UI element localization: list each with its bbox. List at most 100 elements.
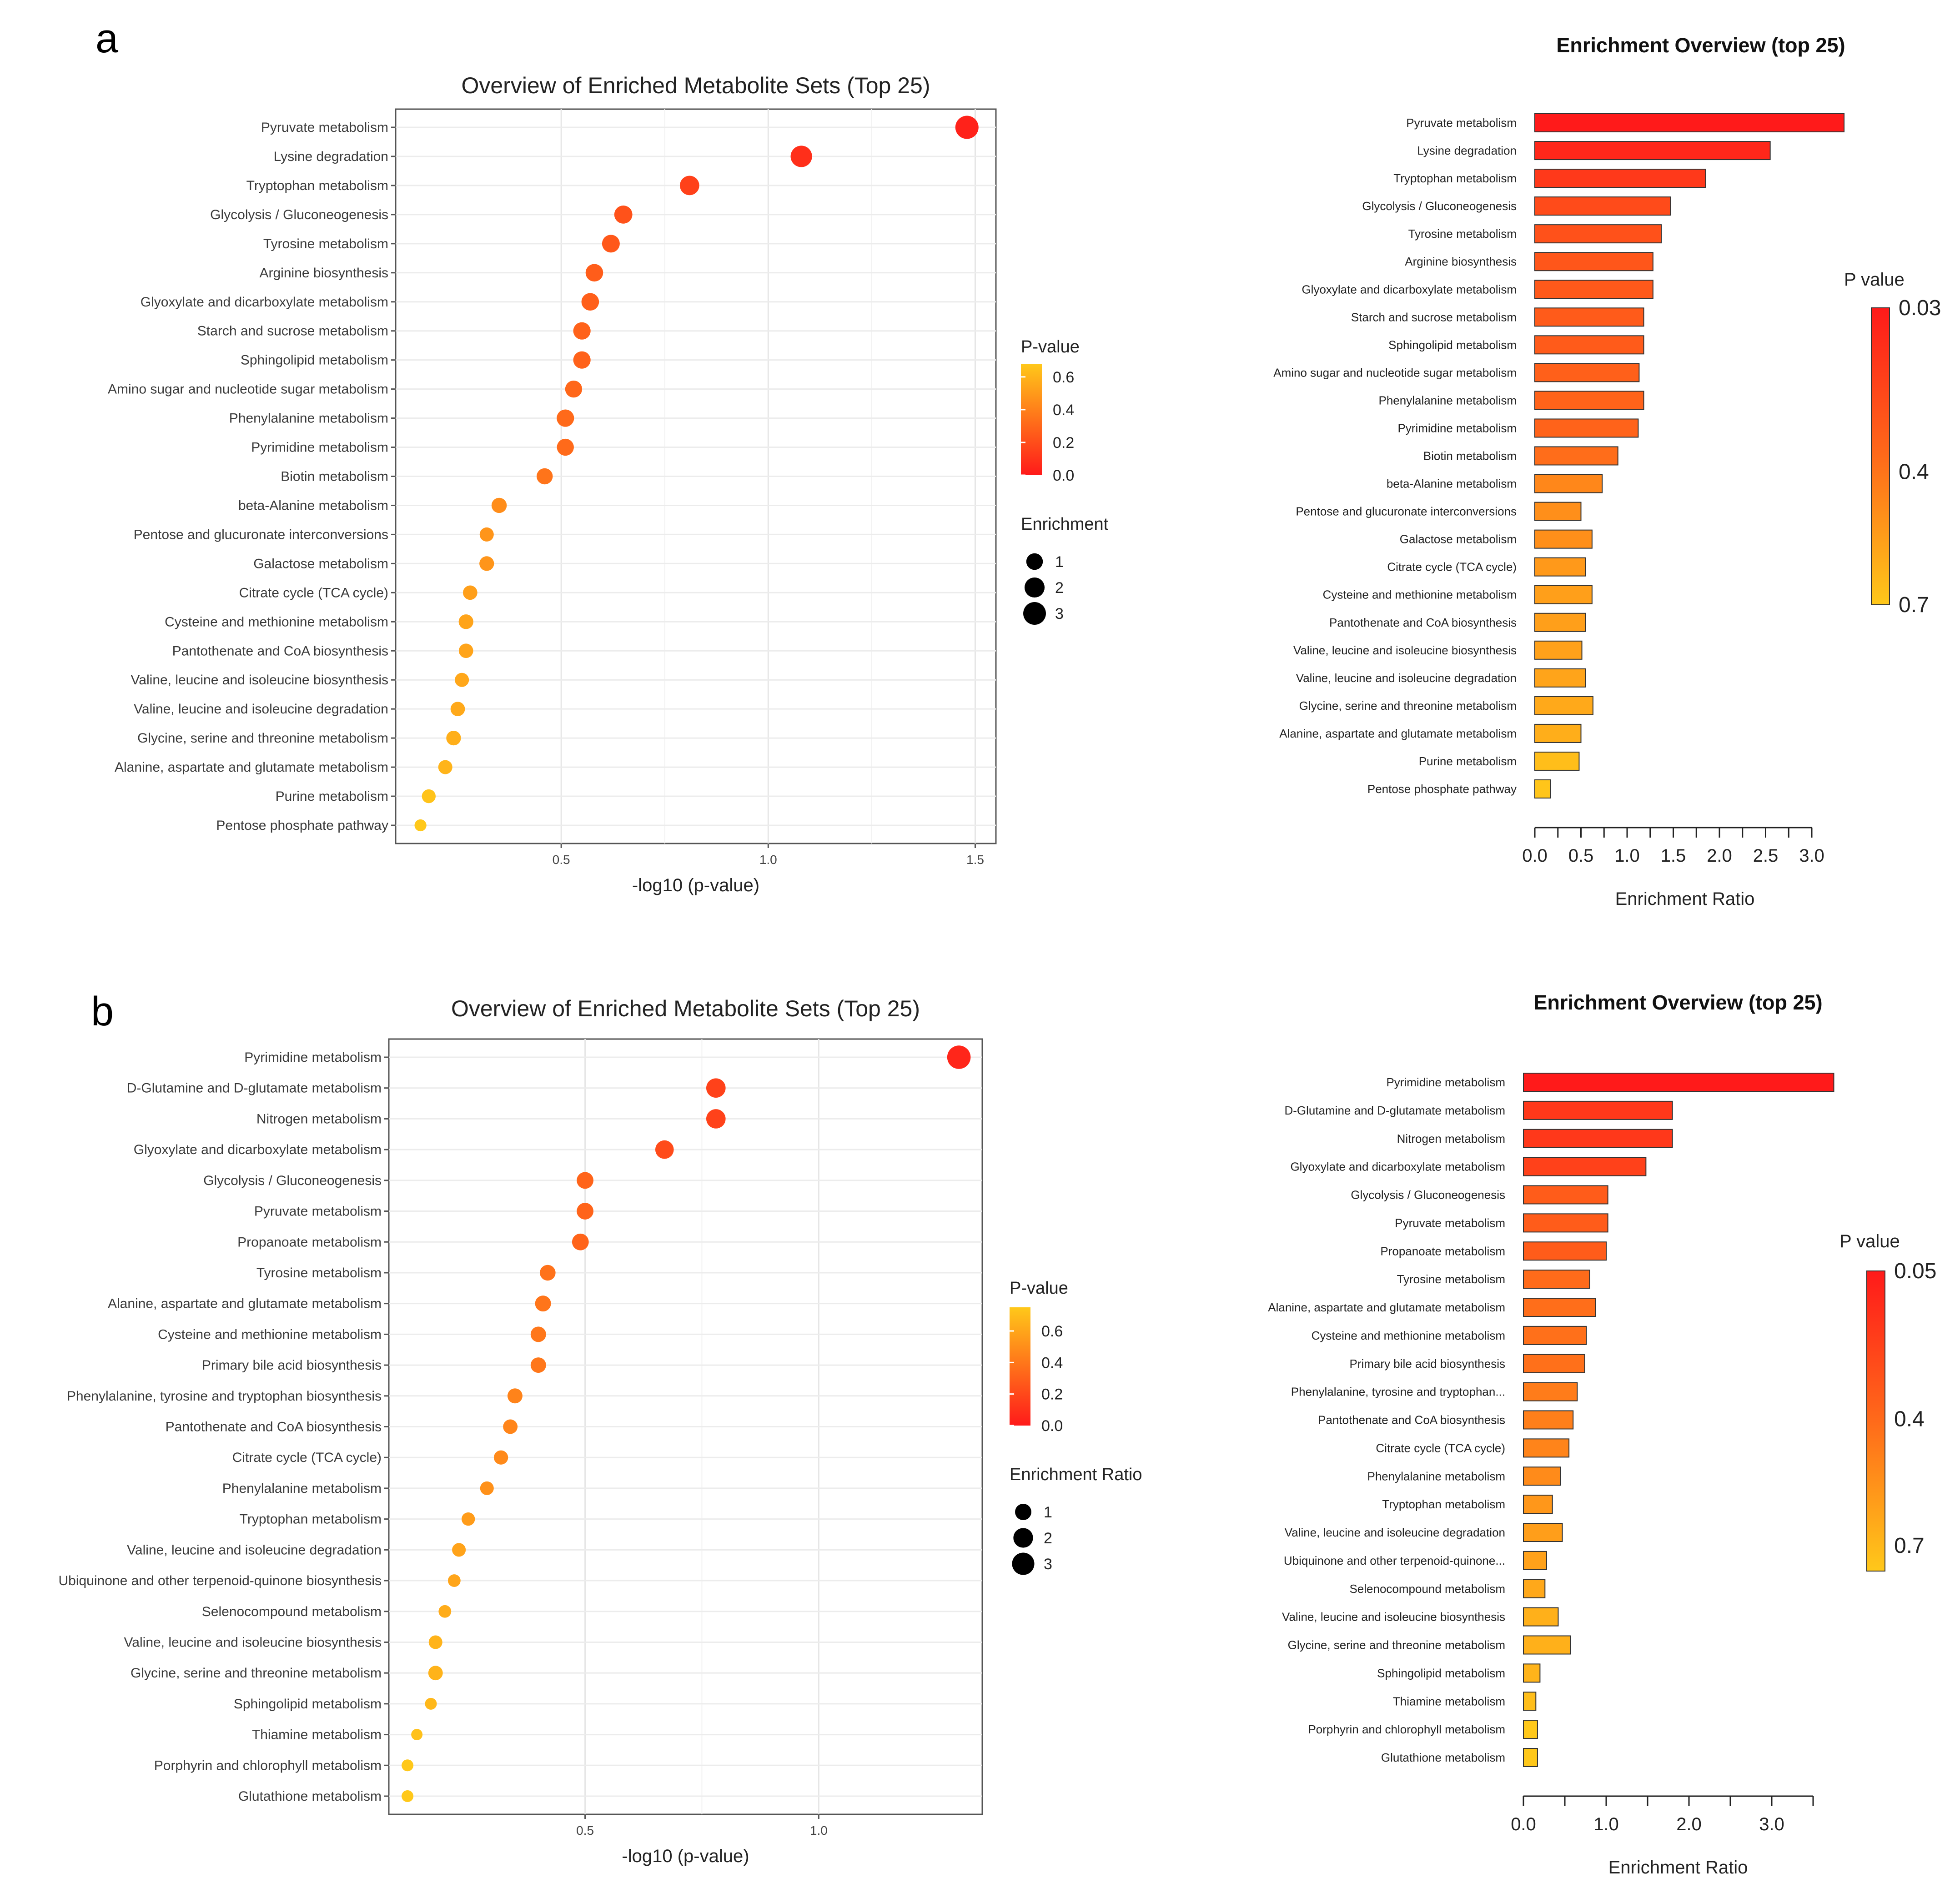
x-tick-label: 2.0 <box>1707 846 1732 866</box>
data-point <box>438 1605 452 1618</box>
category-label: Citrate cycle (TCA cycle) <box>1387 560 1517 574</box>
category-label: Valine, leucine and isoleucine biosynthe… <box>1293 643 1517 657</box>
size-legend-dot <box>1015 1504 1031 1520</box>
category-label: Glycolysis / Gluconeogenesis <box>210 207 388 222</box>
chart-a-bar: Enrichment Overview (top 25) Pyruvate met… <box>1273 34 1941 909</box>
x-tick-label: 1.0 <box>759 853 777 867</box>
data-point <box>428 1666 443 1681</box>
x-tick-label: 0.5 <box>1568 846 1594 866</box>
category-label: Pantothenate and CoA biosynthesis <box>1318 1413 1505 1427</box>
chart-title: Enrichment Overview (top 25) <box>1533 991 1822 1014</box>
category-label: Tryptophan metabolism <box>1393 171 1517 185</box>
category-label: Pentose phosphate pathway <box>216 818 388 833</box>
x-tick-label: 1.0 <box>810 1823 828 1838</box>
color-legend-title: P-value <box>1021 337 1080 357</box>
bar <box>1534 113 1845 132</box>
data-point <box>706 1109 726 1129</box>
x-tick-label: 3.0 <box>1799 846 1824 866</box>
category-label: Valine, leucine and isoleucine biosynthe… <box>1282 1610 1505 1624</box>
x-tick-label: 1.0 <box>1593 1814 1619 1834</box>
bar <box>1523 1382 1578 1401</box>
color-legend-label: 0.05 <box>1894 1259 1936 1283</box>
category-label: Valine, leucine and isoleucine degradati… <box>134 702 388 717</box>
bar <box>1523 1157 1647 1176</box>
category-label: Selenocompound metabolism <box>202 1604 382 1619</box>
bar <box>1534 252 1653 271</box>
data-point <box>479 556 494 571</box>
data-point <box>462 1512 475 1526</box>
data-point <box>947 1045 971 1069</box>
bar <box>1523 1607 1559 1627</box>
category-label: Glycine, serine and threonine metabolism <box>1288 1638 1505 1652</box>
data-point <box>655 1140 674 1159</box>
category-label: Lysine degradation <box>1417 144 1517 157</box>
color-legend-label: 0.2 <box>1053 434 1074 452</box>
data-point <box>790 146 812 167</box>
bar <box>1523 1692 1537 1711</box>
category-label: Primary bile acid biosynthesis <box>1350 1357 1505 1371</box>
bar <box>1523 1326 1587 1345</box>
bar <box>1523 1298 1596 1317</box>
panel-letter-b: b <box>91 989 114 1034</box>
category-label: Valine, leucine and isoleucine degradati… <box>1296 671 1517 685</box>
category-label: Pyruvate metabolism <box>1395 1216 1505 1230</box>
category-label: Amino sugar and nucleotide sugar metabol… <box>1273 366 1517 379</box>
data-point <box>530 1357 546 1373</box>
category-label: Glycolysis / Gluconeogenesis <box>1362 199 1517 213</box>
category-label: Ubiquinone and other terpenoid-quinone..… <box>1284 1554 1505 1567</box>
category-label: Pentose and glucuronate interconversions <box>1296 505 1517 518</box>
category-label: Alanine, aspartate and glutamate metabol… <box>1268 1301 1505 1314</box>
category-label: Propanoate metabolism <box>237 1235 382 1250</box>
chart-title: Overview of Enriched Metabolite Sets (To… <box>451 996 920 1021</box>
category-label: Sphingolipid metabolism <box>1377 1666 1505 1680</box>
category-label: Glycolysis / Gluconeogenesis <box>1351 1188 1505 1202</box>
color-legend-label: 0.2 <box>1041 1386 1063 1403</box>
data-point <box>540 1265 556 1281</box>
bar <box>1534 418 1639 438</box>
bar <box>1534 196 1671 216</box>
data-point <box>479 527 494 542</box>
category-label: Pyruvate metabolism <box>254 1204 382 1219</box>
bar <box>1534 585 1593 604</box>
category-label: Glycine, serine and threonine metabolism <box>137 731 388 746</box>
x-tick-label: 1.5 <box>1661 846 1686 866</box>
category-label: Purine metabolism <box>1419 754 1517 768</box>
category-label: Nitrogen metabolism <box>256 1111 382 1126</box>
category-label: Starch and sucrose metabolism <box>1351 310 1517 324</box>
x-tick-label: 1.0 <box>1614 846 1640 866</box>
category-label: Citrate cycle (TCA cycle) <box>239 585 388 600</box>
category-label: Galactose metabolism <box>1400 532 1517 546</box>
data-point <box>450 702 465 717</box>
category-label: Starch and sucrose metabolism <box>197 324 388 339</box>
category-label: Pentose and glucuronate interconversions <box>134 527 388 542</box>
category-label: Pyrimidine metabolism <box>1397 421 1517 435</box>
size-legend-label: 2 <box>1055 579 1064 597</box>
category-label: beta-Alanine metabolism <box>1387 477 1517 491</box>
category-label: Glycine, serine and threonine metabolism <box>131 1666 382 1681</box>
category-label: Cysteine and methionine metabolism <box>165 614 388 629</box>
category-label: Lysine degradation <box>274 149 388 164</box>
bar <box>1534 224 1662 244</box>
x-tick-label: 2.5 <box>1753 846 1779 866</box>
category-label: Biotin metabolism <box>1423 449 1517 463</box>
data-point <box>503 1419 518 1434</box>
category-label: Selenocompound metabolism <box>1349 1582 1505 1596</box>
category-label: Nitrogen metabolism <box>1397 1132 1505 1145</box>
bar <box>1534 335 1644 355</box>
category-label: Alanine, aspartate and glutamate metabol… <box>108 1296 382 1311</box>
category-label: Ubiquinone and other terpenoid-quinone b… <box>58 1573 382 1588</box>
data-point <box>414 819 427 832</box>
size-legend-label: 3 <box>1044 1556 1052 1573</box>
data-point <box>557 409 574 427</box>
data-point <box>573 351 591 369</box>
category-label: Phenylalanine metabolism <box>229 411 388 426</box>
category-label: Phenylalanine metabolism <box>222 1481 382 1496</box>
category-label: Tryptophan metabolism <box>246 178 388 193</box>
bar <box>1534 723 1582 743</box>
color-legend-title: P value <box>1839 1231 1900 1251</box>
size-legend-dot <box>1023 602 1046 625</box>
category-label: Pyrimidine metabolism <box>251 440 388 455</box>
bar <box>1534 640 1583 660</box>
data-point <box>530 1326 546 1342</box>
category-label: Glycine, serine and threonine metabolism <box>1299 699 1517 713</box>
